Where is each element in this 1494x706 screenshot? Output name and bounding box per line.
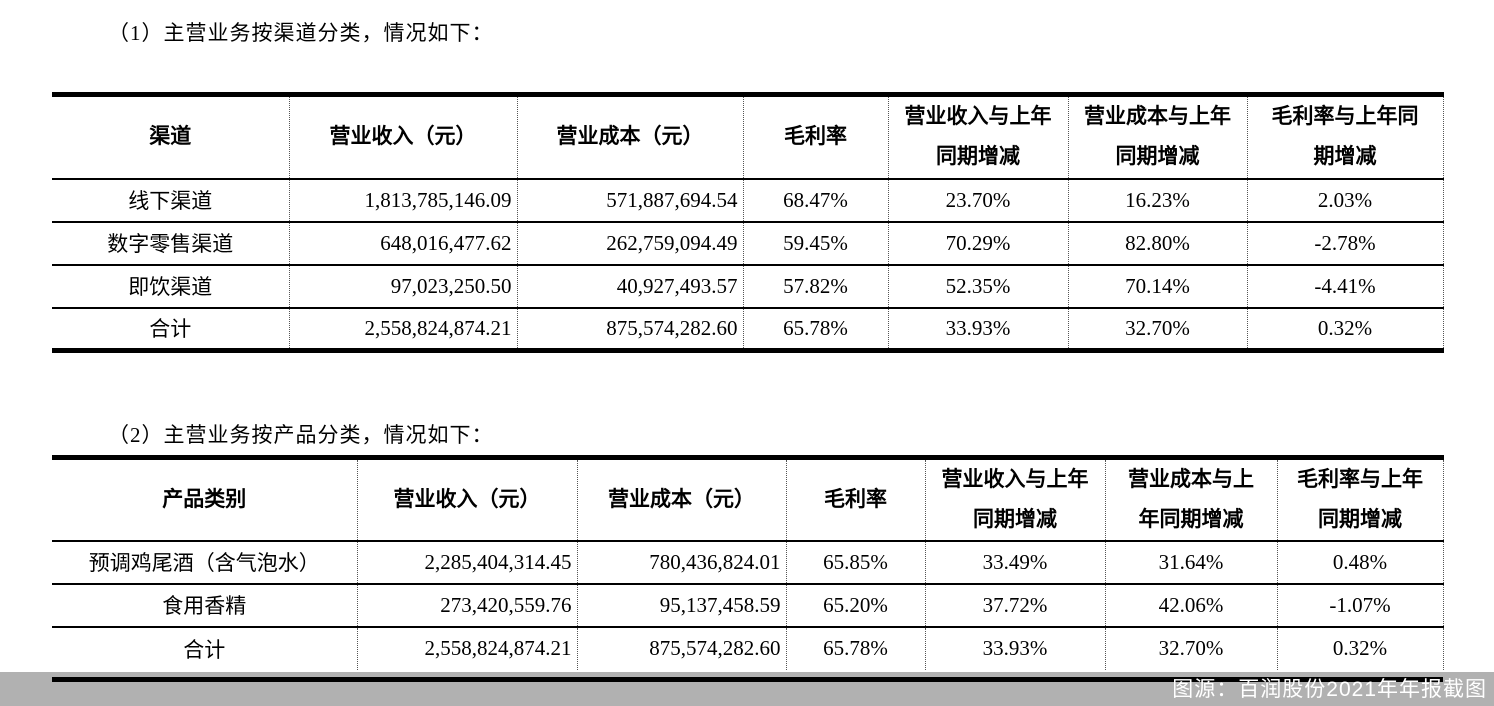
table-row: 即饮渠道 97,023,250.50 40,927,493.57 57.82% 52.3…: [52, 264, 1444, 309]
table-cell: 65.85%: [786, 540, 926, 585]
column-header-gross-margin: 毛利率: [786, 457, 926, 542]
table-cell: 70.29%: [888, 221, 1069, 266]
table-cell: 82.80%: [1068, 221, 1248, 266]
table-cell: 65.78%: [786, 626, 926, 670]
table-cell: 65.78%: [743, 307, 889, 351]
column-header-cost: 营业成本（元）: [517, 94, 744, 180]
table-cell: 2,558,824,874.21: [357, 626, 578, 670]
table-cell: -2.78%: [1247, 221, 1444, 266]
table-cell: 875,574,282.60: [517, 307, 744, 351]
table-cell: 57.82%: [743, 264, 889, 309]
table-cell: -1.07%: [1277, 583, 1444, 628]
column-header-revenue-yoy: 营业收入与上年 同期增减: [925, 457, 1106, 542]
table-cell: 648,016,477.62: [289, 221, 518, 266]
column-header-margin-yoy: 毛利率与上年 同期增减: [1277, 457, 1444, 542]
table-cell: 95,137,458.59: [577, 583, 787, 628]
table-cell: 33.93%: [888, 307, 1069, 351]
table-cell: 33.49%: [925, 540, 1106, 585]
table-cell: 37.72%: [925, 583, 1106, 628]
column-header-channel: 渠道: [52, 94, 290, 180]
table-bottom-border: [52, 677, 1443, 682]
table-row: 预调鸡尾酒（含气泡水） 2,285,404,314.45 780,436,824.0…: [52, 540, 1444, 585]
table-cell: 2,558,824,874.21: [289, 307, 518, 351]
column-header-gross-margin: 毛利率: [743, 94, 889, 180]
table-cell: 预调鸡尾酒（含气泡水）: [52, 540, 358, 585]
table-cell: 0.48%: [1277, 540, 1444, 585]
table-cell: 32.70%: [1105, 626, 1278, 670]
table-cell: 68.47%: [743, 178, 889, 223]
column-header-product-category: 产品类别: [52, 457, 358, 542]
table-row: 数字零售渠道 648,016,477.62 262,759,094.49 59.45%…: [52, 221, 1444, 266]
table-cell: 即饮渠道: [52, 264, 290, 309]
column-header-margin-yoy: 毛利率与上年同 期增减: [1247, 94, 1444, 180]
table-cell: 线下渠道: [52, 178, 290, 223]
table-cell: 70.14%: [1068, 264, 1248, 309]
column-header-revenue-yoy: 营业收入与上年 同期增减: [888, 94, 1069, 180]
table-row: 合计 2,558,824,874.21 875,574,282.60 65.78% 33…: [52, 626, 1444, 670]
table-cell: 262,759,094.49: [517, 221, 744, 266]
table-cell: 0.32%: [1247, 307, 1444, 351]
column-header-cost-yoy: 营业成本与上 年同期增减: [1105, 457, 1278, 542]
column-header-revenue: 营业收入（元）: [357, 457, 578, 542]
table-cell: 0.32%: [1277, 626, 1444, 670]
image-source-caption: 图源：百润股份2021年年报截图: [1172, 678, 1487, 701]
section-2-title: （2）主营业务按产品分类，情况如下：: [108, 423, 494, 447]
caption-strip: 图源：百润股份2021年年报截图: [0, 672, 1494, 706]
table-cell: 571,887,694.54: [517, 178, 744, 223]
table-row: 合计 2,558,824,874.21 875,574,282.60 65.78% 33…: [52, 307, 1444, 351]
table-cell: 食用香精: [52, 583, 358, 628]
table-cell: 数字零售渠道: [52, 221, 290, 266]
table-cell: -4.41%: [1247, 264, 1444, 309]
table-cell: 23.70%: [888, 178, 1069, 223]
table-cell: 273,420,559.76: [357, 583, 578, 628]
column-header-cost: 营业成本（元）: [577, 457, 787, 542]
table-cell: 59.45%: [743, 221, 889, 266]
table-cell: 16.23%: [1068, 178, 1248, 223]
table-cell: 2,285,404,314.45: [357, 540, 578, 585]
column-header-revenue: 营业收入（元）: [289, 94, 518, 180]
table-cell: 33.93%: [925, 626, 1106, 670]
table-cell: 42.06%: [1105, 583, 1278, 628]
revenue-by-channel-table: 渠道 营业收入（元） 营业成本（元） 毛利率 营业收入与上年 同期增减 营业成本…: [52, 92, 1444, 353]
table-cell: 合计: [52, 307, 290, 351]
table-body: 预调鸡尾酒（含气泡水） 2,285,404,314.45 780,436,824.0…: [52, 540, 1444, 670]
table-cell: 1,813,785,146.09: [289, 178, 518, 223]
table-row: 线下渠道 1,813,785,146.09 571,887,694.54 68.47%…: [52, 178, 1444, 223]
table-cell: 780,436,824.01: [577, 540, 787, 585]
table-cell: 合计: [52, 626, 358, 670]
table-header-row: 渠道 营业收入（元） 营业成本（元） 毛利率 营业收入与上年 同期增减 营业成本…: [52, 94, 1444, 180]
table-cell: 52.35%: [888, 264, 1069, 309]
table-body: 线下渠道 1,813,785,146.09 571,887,694.54 68.47%…: [52, 178, 1444, 351]
table-header-row: 产品类别 营业收入（元） 营业成本（元） 毛利率 营业收入与上年 同期增减 营业…: [52, 457, 1444, 542]
column-header-cost-yoy: 营业成本与上年 同期增减: [1068, 94, 1248, 180]
section-1-title: （1）主营业务按渠道分类，情况如下：: [108, 21, 494, 45]
table-cell: 875,574,282.60: [577, 626, 787, 670]
table-cell: 65.20%: [786, 583, 926, 628]
revenue-by-product-table: 产品类别 营业收入（元） 营业成本（元） 毛利率 营业收入与上年 同期增减 营业…: [52, 455, 1444, 670]
table-cell: 31.64%: [1105, 540, 1278, 585]
table-cell: 32.70%: [1068, 307, 1248, 351]
table-row: 食用香精 273,420,559.76 95,137,458.59 65.20% 37.…: [52, 583, 1444, 628]
table-cell: 97,023,250.50: [289, 264, 518, 309]
table-cell: 2.03%: [1247, 178, 1444, 223]
table-cell: 40,927,493.57: [517, 264, 744, 309]
